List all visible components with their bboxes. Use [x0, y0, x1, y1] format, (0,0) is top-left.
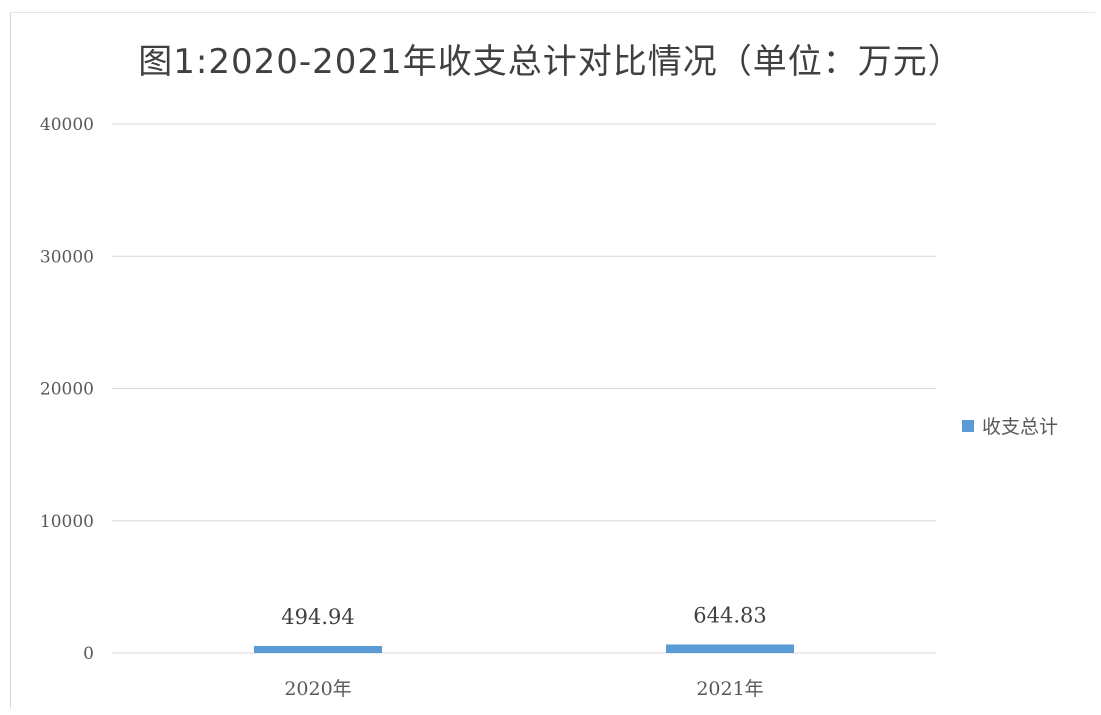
x-tick-label: 2020年	[284, 678, 351, 700]
data-label: 494.94	[281, 605, 354, 629]
y-tick-label: 0	[83, 644, 94, 664]
chart-title: 图1:2020-2021年收支总计对比情况（单位：万元）	[138, 42, 963, 82]
x-tick-label: 2021年	[696, 678, 763, 700]
y-tick-label: 20000	[40, 380, 94, 400]
bar	[254, 646, 382, 653]
bar	[666, 644, 794, 653]
data-label: 644.83	[693, 603, 766, 627]
legend-swatch	[962, 419, 974, 432]
legend-label: 收支总计	[982, 416, 1059, 438]
y-tick-label: 30000	[40, 247, 94, 267]
chart-frame	[10, 12, 1095, 709]
y-tick-label: 10000	[40, 512, 94, 532]
chart-legend: 收支总计	[962, 412, 1058, 439]
y-tick-label: 40000	[40, 115, 94, 135]
